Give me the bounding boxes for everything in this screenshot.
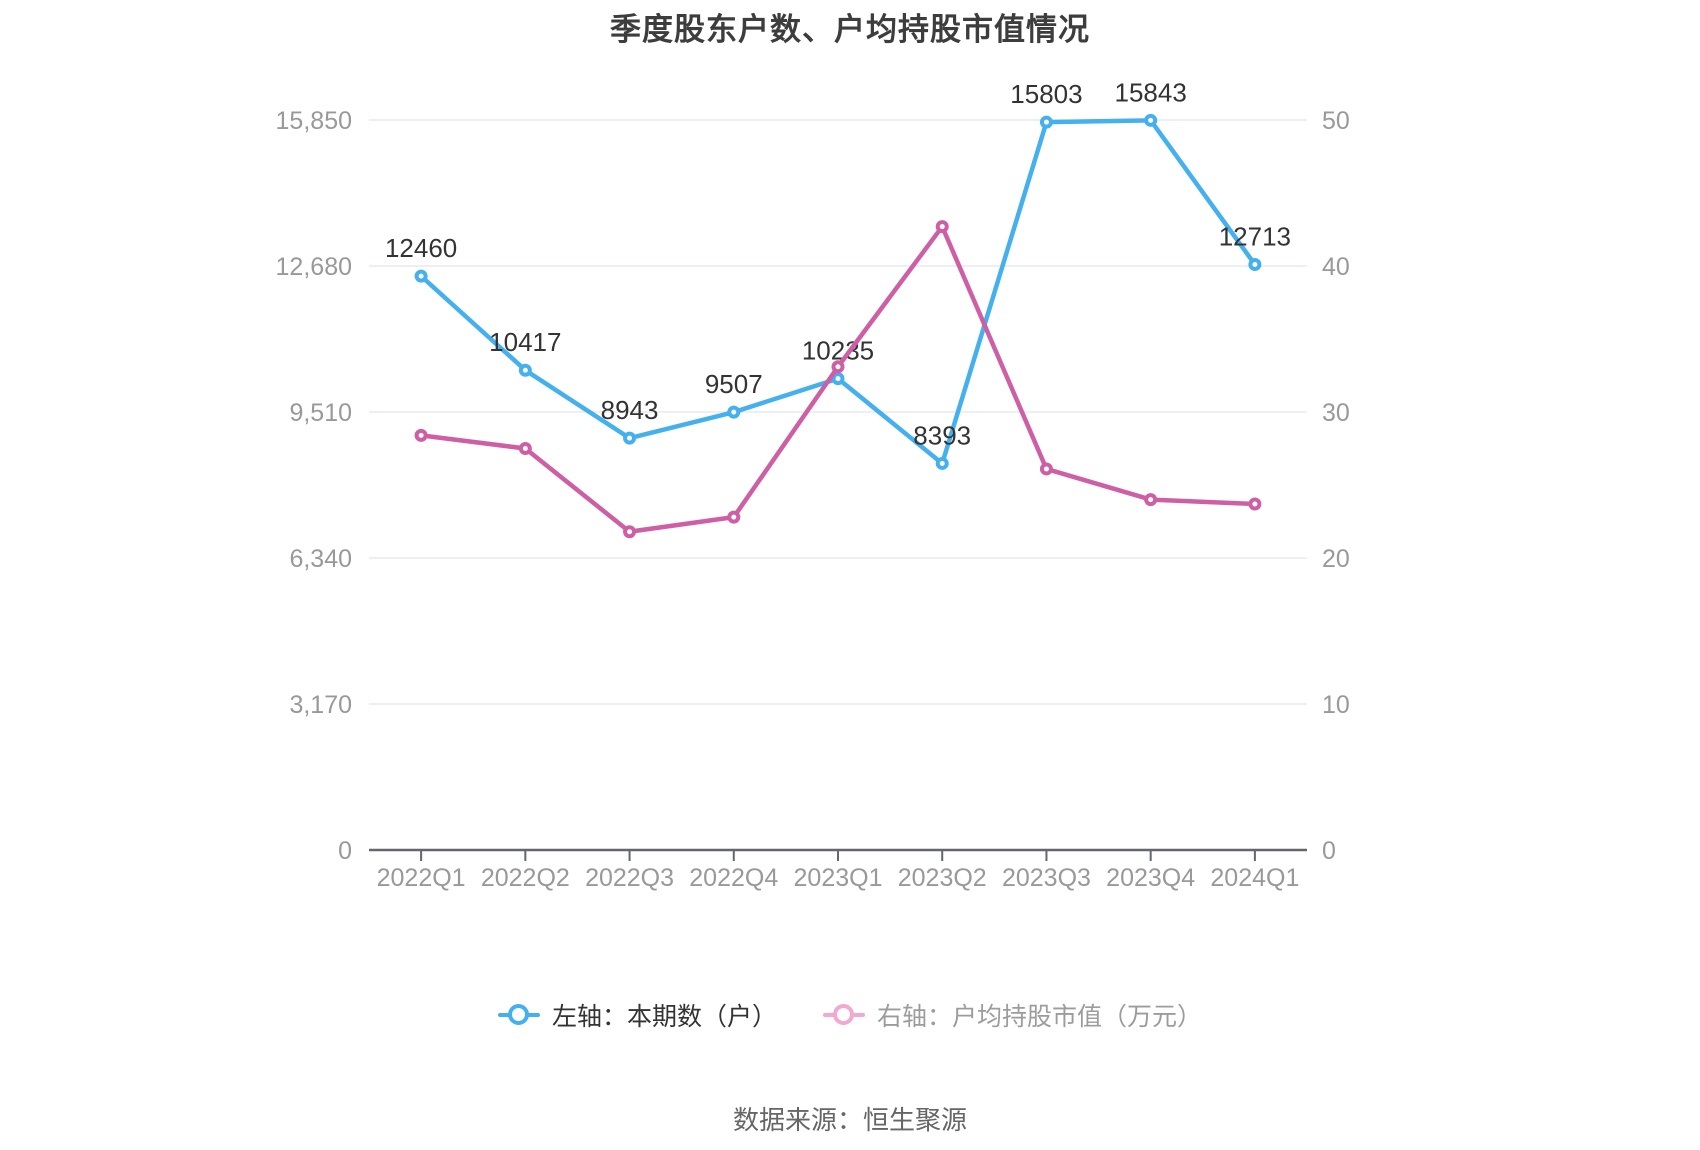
x-axis-label: 2022Q1 bbox=[377, 864, 466, 892]
data-point[interactable] bbox=[831, 360, 845, 374]
data-point[interactable] bbox=[518, 442, 532, 455]
value-label: 10417 bbox=[489, 327, 561, 357]
value-label: 12713 bbox=[1219, 221, 1291, 251]
data-point[interactable] bbox=[831, 372, 845, 386]
right-axis-tick-label: 20 bbox=[1322, 545, 1350, 573]
data-point[interactable] bbox=[935, 456, 949, 470]
x-axis-label: 2023Q1 bbox=[794, 864, 883, 892]
data-point[interactable] bbox=[623, 525, 637, 539]
data-point[interactable] bbox=[414, 269, 428, 283]
data-point[interactable] bbox=[1144, 113, 1158, 127]
data-point[interactable] bbox=[1039, 462, 1053, 476]
data-point[interactable] bbox=[518, 363, 532, 377]
legend-item-avg-holding-value[interactable]: 右轴：户均持股市值（万元） bbox=[823, 997, 1202, 1033]
x-axis-label: 2023Q2 bbox=[898, 864, 987, 892]
value-label: 15843 bbox=[1115, 77, 1187, 107]
chart-title: 季度股东户数、户均持股市值情况 bbox=[610, 12, 1090, 47]
left-axis-tick-label: 9,510 bbox=[289, 399, 352, 427]
left-axis-tick-label: 15,850 bbox=[276, 107, 352, 135]
value-label: 15803 bbox=[1010, 79, 1082, 109]
left-axis-tick-label: 6,340 bbox=[289, 545, 352, 573]
marker-ring bbox=[507, 1004, 529, 1025]
right-axis-tick-label: 50 bbox=[1322, 107, 1350, 135]
right-axis-tick-label: 30 bbox=[1322, 399, 1350, 427]
right-axis-tick-label: 40 bbox=[1322, 253, 1350, 281]
x-axis-label: 2024Q1 bbox=[1210, 864, 1299, 892]
left-axis-tick-label: 3,170 bbox=[289, 691, 352, 719]
data-point[interactable] bbox=[727, 405, 741, 419]
right-axis-tick-label: 10 bbox=[1322, 691, 1350, 719]
data-point[interactable] bbox=[1144, 493, 1158, 507]
value-label: 12460 bbox=[385, 233, 457, 263]
data-point[interactable] bbox=[1039, 115, 1053, 129]
left-axis-tick-label: 12,680 bbox=[276, 253, 352, 281]
value-label: 8393 bbox=[913, 420, 971, 450]
data-point[interactable] bbox=[727, 510, 741, 524]
data-point[interactable] bbox=[1248, 497, 1262, 511]
legend-item-shareholder-count[interactable]: 左轴：本期数（户） bbox=[497, 997, 777, 1033]
marker-ring bbox=[833, 1004, 854, 1025]
legend: 左轴：本期数（户） 右轴：户均持股市值（万元） bbox=[0, 993, 1700, 1037]
x-axis-label: 2022Q2 bbox=[481, 864, 570, 892]
x-axis-label: 2023Q3 bbox=[1002, 864, 1091, 892]
value-label: 8943 bbox=[601, 395, 659, 425]
data-point[interactable] bbox=[414, 428, 428, 442]
x-axis-label: 2023Q4 bbox=[1106, 864, 1195, 892]
value-label: 9507 bbox=[705, 369, 763, 399]
x-axis-label: 2022Q3 bbox=[585, 864, 674, 892]
line-series-marker-icon bbox=[497, 1004, 540, 1026]
data-source: 数据来源：恒生聚源 bbox=[732, 1105, 967, 1135]
right-axis-tick-label: 0 bbox=[1322, 837, 1336, 865]
left-axis-tick-label: 0 bbox=[338, 837, 352, 865]
data-point[interactable] bbox=[935, 220, 949, 234]
legend-label-right-axis: 右轴：户均持股市值（万元） bbox=[877, 1003, 1203, 1031]
data-point[interactable] bbox=[1248, 257, 1262, 271]
x-axis-label: 2022Q4 bbox=[689, 864, 778, 892]
legend-label-left-axis: 左轴：本期数（户） bbox=[551, 1003, 777, 1031]
line-series-marker-icon bbox=[823, 1004, 865, 1026]
data-point[interactable] bbox=[623, 431, 637, 445]
